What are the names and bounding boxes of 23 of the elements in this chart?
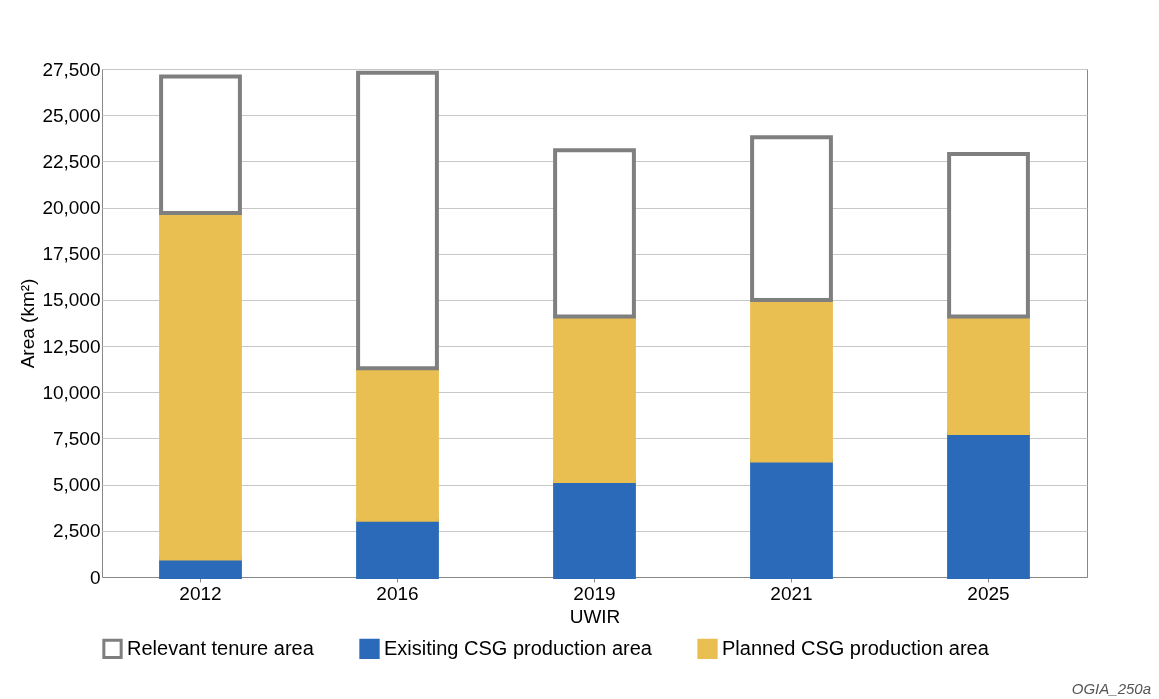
y-tick-label: 27,500 — [42, 58, 101, 80]
legend-label: Planned CSG production area — [722, 636, 990, 659]
y-tick-label: 15,000 — [42, 289, 101, 311]
y-tick-label: 10,000 — [42, 381, 101, 403]
y-tick-label: 7,500 — [52, 427, 101, 449]
y-tick-label: 22,500 — [42, 150, 101, 172]
legend-label: Exisiting CSG production area — [384, 636, 653, 659]
y-tick-label: 20,000 — [42, 197, 101, 219]
y-tick-label: 2,500 — [52, 520, 101, 542]
x-axis-title: UWIR — [569, 605, 621, 627]
x-tick-label: 2012 — [179, 582, 222, 604]
y-tick-label: 5,000 — [52, 474, 101, 496]
y-tick-label: 12,500 — [42, 335, 101, 357]
text: OGIA_250a — [1071, 680, 1151, 697]
y-axis-title: Area (km²) — [17, 278, 39, 369]
x-tick-label: 2025 — [967, 582, 1010, 604]
y-tick-label: 17,500 — [42, 243, 101, 265]
legend-label: Relevant tenure area — [127, 636, 315, 659]
x-tick-label: 2019 — [573, 582, 616, 604]
x-tick-label: 2016 — [376, 582, 419, 604]
y-tick-label: 25,000 — [42, 104, 101, 126]
y-tick-label: 0 — [89, 566, 101, 588]
x-tick-label: 2021 — [770, 582, 813, 604]
